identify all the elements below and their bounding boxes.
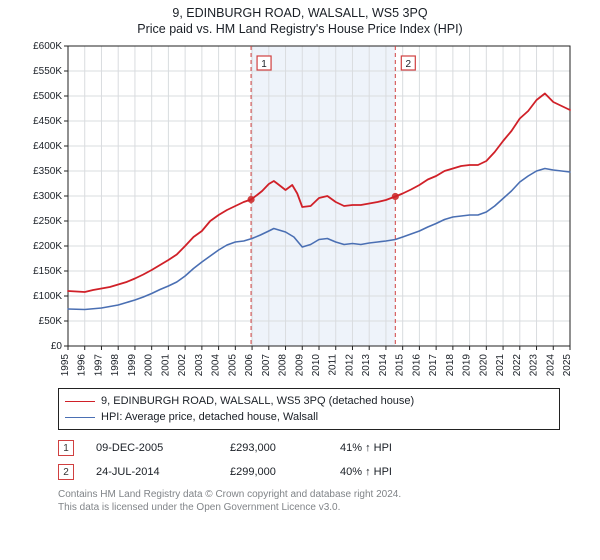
footer-line: Contains HM Land Registry data © Crown c… [58, 488, 560, 501]
svg-text:2008: 2008 [278, 354, 289, 377]
svg-text:2007: 2007 [261, 354, 272, 377]
transaction-price: £299,000 [230, 466, 334, 478]
legend-label: 9, EDINBURGH ROAD, WALSALL, WS5 3PQ (det… [101, 395, 414, 407]
svg-text:2025: 2025 [562, 354, 573, 377]
svg-text:£550K: £550K [33, 66, 62, 77]
svg-text:2004: 2004 [211, 354, 222, 377]
chart: £0 £50K £100K £150K £200K £250K £300K £350K £400… [20, 42, 580, 382]
svg-text:2018: 2018 [445, 354, 456, 377]
transaction-row: 2 24-JUL-2014 £299,000 40% ↑ HPI [58, 462, 560, 482]
svg-text:2015: 2015 [395, 354, 406, 377]
svg-text:1995: 1995 [60, 354, 71, 377]
svg-text:1998: 1998 [110, 354, 121, 377]
svg-text:£500K: £500K [33, 91, 62, 102]
svg-text:£450K: £450K [33, 116, 62, 127]
legend-swatch [65, 417, 95, 418]
svg-text:£100K: £100K [33, 291, 62, 302]
svg-text:1997: 1997 [93, 354, 104, 377]
footer-line: This data is licensed under the Open Gov… [58, 501, 560, 514]
transaction-row: 1 09-DEC-2005 £293,000 41% ↑ HPI [58, 438, 560, 458]
svg-text:1999: 1999 [127, 354, 138, 377]
svg-text:2022: 2022 [512, 354, 523, 377]
svg-text:£150K: £150K [33, 266, 62, 277]
transactions-table: 1 09-DEC-2005 £293,000 41% ↑ HPI 2 24-JUL-201… [58, 438, 560, 482]
svg-text:£250K: £250K [33, 216, 62, 227]
svg-text:2001: 2001 [160, 354, 171, 377]
svg-text:2024: 2024 [545, 354, 556, 377]
svg-text:£0: £0 [51, 341, 63, 352]
page-subtitle: Price paid vs. HM Land Registry's House … [10, 22, 590, 36]
svg-text:2021: 2021 [495, 354, 506, 377]
svg-text:£300K: £300K [33, 191, 62, 202]
svg-text:2003: 2003 [194, 354, 205, 377]
transaction-marker: 1 [58, 440, 74, 456]
svg-text:2000: 2000 [144, 354, 155, 377]
svg-text:2012: 2012 [344, 354, 355, 377]
svg-text:2005: 2005 [227, 354, 238, 377]
legend-row: 9, EDINBURGH ROAD, WALSALL, WS5 3PQ (det… [65, 393, 553, 409]
svg-text:£350K: £350K [33, 166, 62, 177]
transaction-marker: 2 [58, 464, 74, 480]
transaction-date: 09-DEC-2005 [80, 442, 224, 454]
legend-label: HPI: Average price, detached house, Wals… [101, 411, 318, 423]
svg-text:2013: 2013 [361, 354, 372, 377]
svg-text:2016: 2016 [411, 354, 422, 377]
svg-text:2020: 2020 [478, 354, 489, 377]
svg-text:2011: 2011 [328, 354, 339, 376]
data-license-footer: Contains HM Land Registry data © Crown c… [58, 488, 560, 514]
svg-text:2002: 2002 [177, 354, 188, 377]
page-title: 9, EDINBURGH ROAD, WALSALL, WS5 3PQ [10, 6, 590, 20]
svg-text:2: 2 [406, 59, 412, 70]
svg-text:2006: 2006 [244, 354, 255, 377]
transaction-price: £293,000 [230, 442, 334, 454]
svg-text:2017: 2017 [428, 354, 439, 377]
transaction-hpi-delta: 40% ↑ HPI [340, 466, 460, 478]
legend-swatch [65, 401, 95, 402]
svg-text:2009: 2009 [294, 354, 305, 377]
svg-text:£200K: £200K [33, 241, 62, 252]
svg-text:£50K: £50K [39, 316, 63, 327]
svg-text:£400K: £400K [33, 141, 62, 152]
svg-text:2023: 2023 [529, 354, 540, 377]
legend-row: HPI: Average price, detached house, Wals… [65, 409, 553, 425]
page: 9, EDINBURGH ROAD, WALSALL, WS5 3PQ Pric… [0, 0, 600, 560]
svg-text:1996: 1996 [77, 354, 88, 377]
svg-text:£600K: £600K [33, 42, 62, 52]
svg-text:2019: 2019 [462, 354, 473, 377]
svg-text:1: 1 [261, 59, 267, 70]
transaction-hpi-delta: 41% ↑ HPI [340, 442, 460, 454]
legend-box: 9, EDINBURGH ROAD, WALSALL, WS5 3PQ (det… [58, 388, 560, 430]
svg-text:2014: 2014 [378, 354, 389, 377]
transaction-date: 24-JUL-2014 [80, 466, 224, 478]
svg-text:2010: 2010 [311, 354, 322, 377]
